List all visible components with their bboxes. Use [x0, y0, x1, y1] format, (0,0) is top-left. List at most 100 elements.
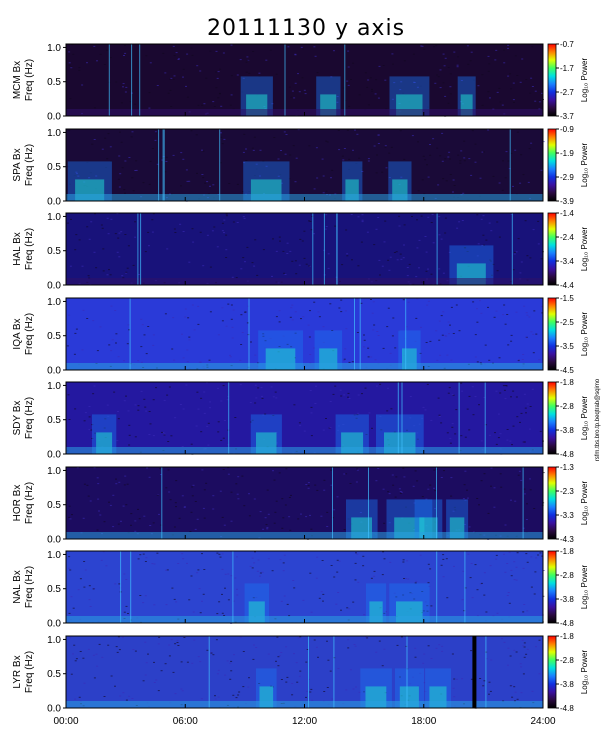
spectrogram-speckle	[221, 222, 224, 224]
spectrogram-speckle	[181, 690, 184, 692]
spectrogram-speckle	[409, 396, 412, 397]
spectrogram-speckle	[363, 346, 366, 348]
spectrogram-speckle	[170, 435, 173, 437]
spectrogram-speckle	[262, 160, 265, 162]
spectrogram-speckle	[534, 571, 537, 573]
spectrogram-speckle	[402, 257, 405, 259]
spectrogram-speckle	[142, 602, 145, 604]
spectrogram-speckle	[293, 404, 296, 406]
spectrogram-speckle	[130, 524, 132, 526]
spectrogram-speckle	[418, 239, 421, 241]
spectrogram-speckle	[322, 326, 325, 328]
spectrogram-speckle	[323, 691, 326, 692]
spectrogram-speckle	[531, 46, 534, 48]
spectrogram-speckle	[123, 360, 125, 362]
spectrogram-speckle	[277, 158, 280, 160]
spectrogram-speckle	[164, 313, 167, 315]
spectrogram-speckle	[522, 174, 525, 176]
spectrogram-speckle	[140, 318, 143, 320]
spectrogram-speckle	[264, 347, 267, 349]
spectrogram-speckle	[374, 359, 377, 361]
spectrogram-speckle	[376, 154, 378, 156]
spectrogram-speckle	[291, 304, 294, 306]
spectrogram-speckle	[314, 484, 317, 486]
colorbar-tick-label: -4.8	[560, 450, 574, 459]
spectrogram-speckle	[521, 58, 524, 60]
spectrogram-speckle	[68, 62, 71, 64]
spectrogram-speckle	[484, 344, 487, 346]
spectrogram-speckle	[507, 75, 510, 77]
spectrogram-speckle	[440, 564, 443, 566]
spectrogram-speckle	[152, 344, 155, 346]
spectrogram-speckle	[476, 615, 479, 617]
spectrogram-speckle	[513, 579, 516, 581]
spectrogram-speckle	[371, 312, 374, 314]
spectrogram-speckle	[480, 582, 483, 584]
spectrogram-speckle	[391, 474, 394, 476]
spectrogram-speckle	[355, 298, 358, 300]
spectrogram-speckle	[88, 177, 91, 179]
spectrogram-speckle	[542, 570, 545, 571]
spectrogram-speckle	[104, 418, 107, 420]
spectrogram-speckle	[256, 570, 259, 572]
spectrogram-speckle	[203, 517, 206, 519]
spectrogram-speckle	[166, 248, 169, 250]
spectrogram-speckle	[107, 233, 110, 235]
spectrogram-speckle	[275, 250, 278, 252]
spectrogram-speckle	[170, 106, 173, 107]
spectrogram-speckle	[190, 575, 193, 577]
spectrogram-speckle	[503, 49, 506, 51]
spectrogram-speckle	[303, 89, 306, 91]
spectrogram-speckle	[176, 642, 179, 643]
spectrogram-speckle	[347, 647, 350, 649]
spectrogram-speckle	[103, 521, 106, 523]
spectrogram-speckle	[300, 318, 302, 320]
spectrogram-speckle	[273, 522, 276, 524]
spectrogram-speckle	[325, 226, 328, 227]
spectrogram-speckle	[197, 569, 200, 571]
spectrogram-speckle	[258, 76, 261, 77]
spectrogram-speckle	[124, 52, 127, 54]
spectrogram-speckle	[217, 421, 220, 423]
spectrogram-speckle	[168, 386, 171, 388]
spectrogram-speckle	[433, 469, 436, 471]
spectrogram-speckle	[454, 509, 457, 511]
spectrogram-speckle	[510, 569, 513, 571]
spectrogram-speckle	[236, 183, 239, 185]
spectrogram-speckle	[406, 429, 408, 431]
spectrogram-speckle	[145, 557, 148, 559]
spectrogram-speckle	[284, 153, 287, 155]
spectrogram-speckle	[387, 387, 389, 389]
y-tick-label: 0.5	[47, 77, 61, 88]
spectrogram-speckle	[414, 647, 417, 649]
spectrogram-speckle	[240, 344, 243, 345]
spectrogram-speckle	[89, 500, 92, 502]
spectrogram-speckle	[188, 599, 191, 601]
spectrogram-speckle	[236, 594, 239, 596]
spectrogram-speckle	[530, 331, 533, 333]
spectrogram-speckle	[112, 526, 115, 528]
spectrogram-speckle	[303, 230, 306, 232]
spectrogram-speckle	[476, 214, 479, 216]
spectrogram-speckle	[219, 556, 222, 558]
spectrogram-speckle	[314, 403, 317, 404]
spectrogram-speckle	[230, 304, 233, 306]
spectrogram-speckle	[70, 673, 73, 675]
spectrogram-speckle	[501, 104, 504, 106]
spectrogram-speckle	[168, 491, 171, 493]
spectrogram-speckle	[205, 382, 208, 384]
spectrogram-speckle	[219, 68, 222, 70]
spectrogram-speckle	[232, 694, 235, 696]
spectrogram-speckle	[412, 676, 414, 678]
spectrogram-speckle	[533, 593, 536, 595]
spectrogram-speckle	[444, 217, 447, 219]
spectrogram-speckle	[186, 349, 189, 351]
spectrogram-speckle	[350, 214, 353, 215]
spectrogram-speckle	[426, 383, 429, 385]
spectrogram-speckle	[451, 426, 454, 428]
spectrogram-speckle	[499, 101, 502, 103]
data-gap	[472, 636, 477, 708]
spectrogram-speckle	[309, 310, 311, 312]
